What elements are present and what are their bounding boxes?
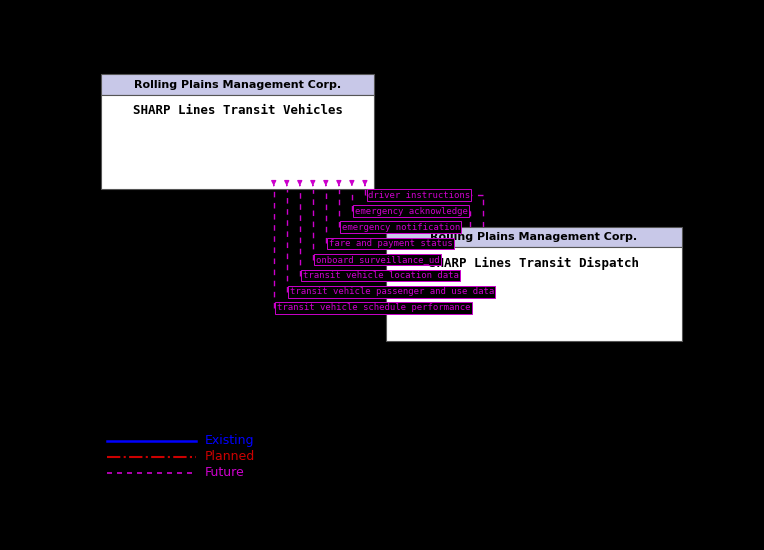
Text: Rolling Plains Management Corp.: Rolling Plains Management Corp. [134,80,342,90]
Text: fare and payment status: fare and payment status [329,239,452,248]
Bar [102,95,374,189]
Text: Existing: Existing [205,434,254,447]
Text: Rolling Plains Management Corp.: Rolling Plains Management Corp. [430,232,637,242]
Bar [102,74,374,95]
Text: Future: Future [205,466,244,480]
Bar [386,227,681,248]
Text: transit vehicle location data: transit vehicle location data [303,271,458,280]
Text: Planned: Planned [205,450,255,464]
Text: emergency notification: emergency notification [342,223,460,232]
Text: emergency acknowledge: emergency acknowledge [354,207,468,216]
Bar [386,248,681,341]
Text: transit vehicle passenger and use data: transit vehicle passenger and use data [290,287,494,296]
Text: onboard surveillance_ud: onboard surveillance_ud [316,255,439,264]
Text: SHARP Lines Transit Vehicles: SHARP Lines Transit Vehicles [133,104,342,117]
Text: driver instructions: driver instructions [368,191,470,200]
Text: SHARP Lines Transit Dispatch: SHARP Lines Transit Dispatch [429,257,639,270]
Text: transit vehicle schedule performance: transit vehicle schedule performance [277,303,470,312]
